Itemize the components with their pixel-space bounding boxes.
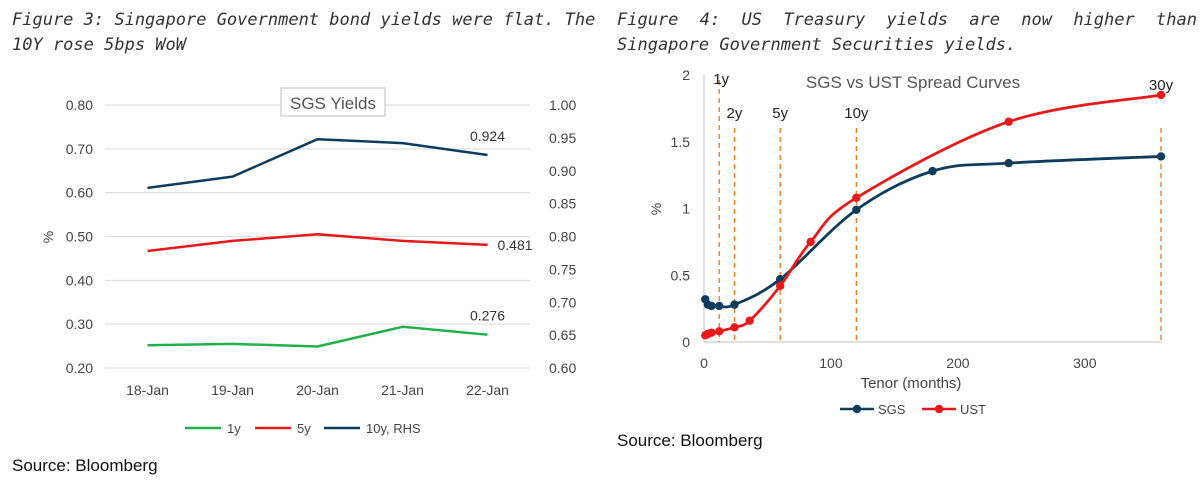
tenor-marker-label: 5y xyxy=(772,105,788,122)
x-tick-label: 22-Jan xyxy=(466,382,509,398)
data-point-UST xyxy=(1156,90,1166,100)
data-point-SGS xyxy=(707,301,716,311)
tenor-marker-label: 10y xyxy=(844,105,869,122)
data-point-SGS xyxy=(1004,158,1013,168)
figure-4-caption: Figure 4: US Treasury yields are now hig… xyxy=(617,10,1197,55)
y-tick-label: 0.20 xyxy=(66,360,93,376)
data-point-UST xyxy=(852,193,861,203)
data-point-SGS xyxy=(730,300,739,309)
y2-tick-label: 0.75 xyxy=(549,261,576,277)
figure-3-caption: Figure 3: Singapore Government bond yiel… xyxy=(12,10,596,55)
y2-tick-label: 0.90 xyxy=(549,163,576,179)
left-source-note: Source: Bloomberg xyxy=(12,456,158,475)
y-axis-label: % xyxy=(648,203,664,215)
right-source-note: Source: Bloomberg xyxy=(617,431,763,450)
legend-label: 5y xyxy=(297,421,311,436)
y2-tick-label: 0.70 xyxy=(549,294,576,310)
y-axis-label: % xyxy=(40,231,56,243)
data-point-UST xyxy=(730,323,739,332)
data-point-SGS xyxy=(715,301,724,311)
y-tick-label: 0.40 xyxy=(66,272,93,288)
x-tick-label: 18-Jan xyxy=(126,382,169,398)
tenor-marker-label: 30y xyxy=(1149,77,1174,94)
y2-tick-label: 0.65 xyxy=(549,327,576,343)
y-tick-label: 0.80 xyxy=(66,97,93,113)
sgs-yields-chart: 0.20 0.30 0.40 0.50 0.60 0.70 0.80 0.60 0.65 0.70… xyxy=(40,87,576,436)
x-tick-label: 19-Jan xyxy=(211,382,254,398)
data-point-UST xyxy=(775,281,785,291)
series-line-1y xyxy=(147,325,488,348)
tenor-marker-label: 1y xyxy=(713,71,729,88)
y-tick-label: 0.30 xyxy=(66,316,93,332)
x-axis-label: Tenor (months) xyxy=(861,375,962,392)
data-point-SGS xyxy=(1156,152,1166,161)
y2-tick-label: 0.60 xyxy=(549,360,576,376)
chart-title-box xyxy=(280,87,386,117)
tenor-marker-label: 2y xyxy=(727,105,743,122)
data-point-UST xyxy=(806,237,815,247)
legend-label: 1y xyxy=(227,421,241,436)
legend-label: 10y, RHS xyxy=(366,421,421,436)
legend-marker xyxy=(934,404,944,414)
y2-tick-label: 0.80 xyxy=(549,229,576,245)
y-tick-label: 2 xyxy=(682,67,690,83)
y2-tick-label: 0.95 xyxy=(549,130,576,146)
data-point-UST xyxy=(715,327,724,336)
data-point-UST xyxy=(745,316,754,325)
legend-marker xyxy=(852,404,862,414)
x-tick-label: 0 xyxy=(700,355,708,371)
y2-tick-label: 1.00 xyxy=(549,97,576,113)
data-label: 0.276 xyxy=(470,308,505,324)
x-tick-label: 300 xyxy=(1073,355,1097,371)
y-tick-label: 0 xyxy=(682,334,690,350)
legend-label: SGS xyxy=(878,402,906,417)
x-tick-label: 21-Jan xyxy=(381,382,424,398)
y-tick-label: 1.5 xyxy=(671,134,691,150)
chart-title: SGS Yields xyxy=(290,94,376,113)
data-point-UST xyxy=(1004,117,1013,126)
data-point-SGS xyxy=(852,205,861,215)
series-line-10y xyxy=(147,137,488,190)
y-tick-label: 0.50 xyxy=(66,229,93,245)
series-line-5y xyxy=(147,233,488,253)
y-tick-label: 0.5 xyxy=(671,267,691,283)
data-point-UST xyxy=(707,328,716,337)
chart-title: SGS vs UST Spread Curves xyxy=(806,73,1020,92)
y-tick-label: 1 xyxy=(682,201,690,217)
y-tick-label: 0.60 xyxy=(66,185,93,201)
x-tick-label: 20-Jan xyxy=(296,382,339,398)
series-line-UST xyxy=(704,93,1162,337)
y2-tick-label: 0.85 xyxy=(549,196,576,212)
data-label: 0.924 xyxy=(470,128,505,144)
data-point-SGS xyxy=(928,166,937,176)
x-tick-label: 100 xyxy=(819,355,843,371)
y-tick-label: 0.70 xyxy=(66,141,93,157)
legend-label: UST xyxy=(960,402,986,417)
x-tick-label: 200 xyxy=(946,355,970,371)
data-label: 0.481 xyxy=(498,237,533,253)
series-line-SGS xyxy=(703,155,1162,309)
